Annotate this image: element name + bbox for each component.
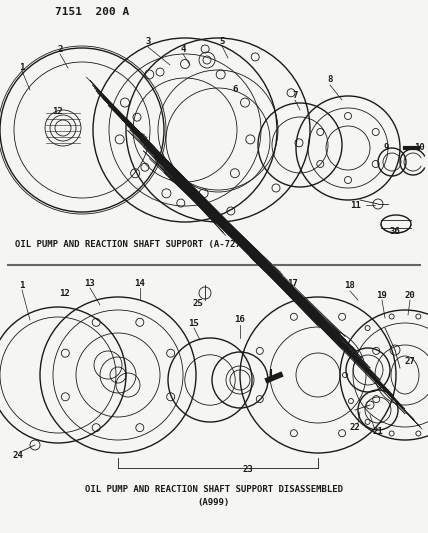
Text: 16: 16 <box>235 316 245 325</box>
Text: 13: 13 <box>85 279 95 287</box>
Text: 19: 19 <box>377 290 387 300</box>
Text: OIL PUMP AND REACTION SHAFT SUPPORT (A-727): OIL PUMP AND REACTION SHAFT SUPPORT (A-7… <box>15 240 246 249</box>
Text: 7151  200 A: 7151 200 A <box>55 7 129 17</box>
Text: 1: 1 <box>19 280 25 289</box>
Text: 8: 8 <box>327 76 333 85</box>
Text: 4: 4 <box>180 45 186 54</box>
Text: 18: 18 <box>345 281 355 290</box>
Text: 21: 21 <box>373 427 383 437</box>
Text: OIL PUMP AND REACTION SHAFT SUPPORT DISASSEMBLED: OIL PUMP AND REACTION SHAFT SUPPORT DISA… <box>85 486 343 495</box>
Text: 20: 20 <box>404 290 416 300</box>
Text: 12: 12 <box>53 108 63 117</box>
Text: 36: 36 <box>389 228 400 237</box>
Text: 1: 1 <box>19 62 25 71</box>
Text: 25: 25 <box>193 298 203 308</box>
Text: 22: 22 <box>350 424 360 432</box>
Text: 3: 3 <box>146 37 151 46</box>
Text: 24: 24 <box>12 450 24 459</box>
Text: 23: 23 <box>243 465 253 474</box>
Text: 5: 5 <box>219 37 225 46</box>
Text: 14: 14 <box>135 279 146 287</box>
Text: 10: 10 <box>415 143 425 152</box>
Text: 11: 11 <box>351 200 361 209</box>
Text: 15: 15 <box>189 319 199 327</box>
Text: 2: 2 <box>57 45 62 54</box>
Text: (A999): (A999) <box>198 498 230 507</box>
Text: 9: 9 <box>383 143 389 152</box>
Text: 6: 6 <box>232 85 238 94</box>
Text: 17: 17 <box>288 279 298 287</box>
Text: 7: 7 <box>292 91 298 100</box>
Text: 27: 27 <box>404 358 416 367</box>
Text: 12: 12 <box>59 288 70 297</box>
